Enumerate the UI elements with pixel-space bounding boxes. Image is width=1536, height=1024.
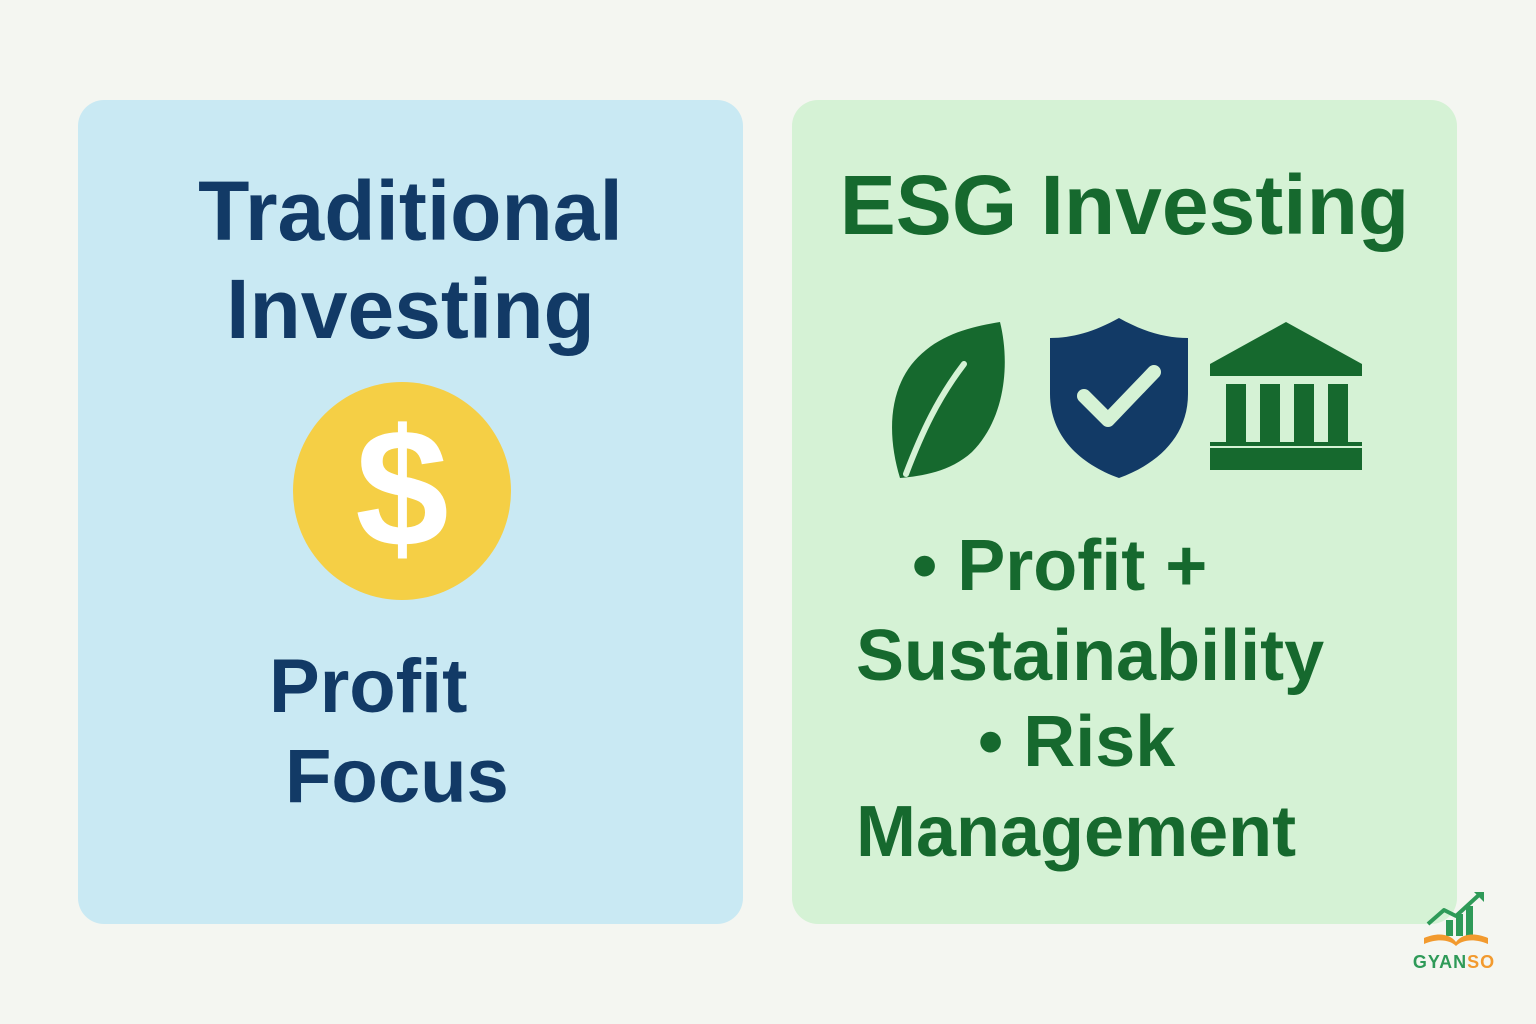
dollar-coin-icon: $	[293, 382, 511, 600]
traditional-investing-card: Traditional Investing $ Profit Focus	[78, 100, 743, 924]
profit-label: Profit	[269, 644, 468, 729]
traditional-title-line2: Investing	[226, 262, 595, 356]
gyanso-logo: GYANSO	[1408, 890, 1500, 982]
dollar-sign: $	[355, 394, 449, 582]
sustainability-text: Sustainability	[856, 616, 1325, 696]
focus-label: Focus	[285, 734, 509, 819]
esg-investing-title: ESG Investing	[839, 158, 1410, 252]
esg-investing-card: ESG Investing • Profit + Sustainability …	[792, 100, 1457, 924]
shield-check-icon	[1050, 318, 1188, 478]
traditional-title-line1: Traditional	[198, 164, 623, 258]
gyanso-logo-text: GYANSO	[1408, 952, 1500, 973]
traditional-investing-title: Traditional Investing	[78, 162, 743, 358]
logo-text-accent: SO	[1467, 952, 1496, 972]
management-text: Management	[856, 792, 1297, 872]
bank-icon	[1210, 322, 1362, 470]
risk-item: • Risk	[978, 702, 1176, 782]
growth-chart-book-icon	[1424, 892, 1488, 946]
profit-plus-item: • Profit +	[912, 526, 1208, 606]
leaf-icon	[892, 322, 1005, 478]
logo-text-main: GYAN	[1412, 952, 1468, 972]
